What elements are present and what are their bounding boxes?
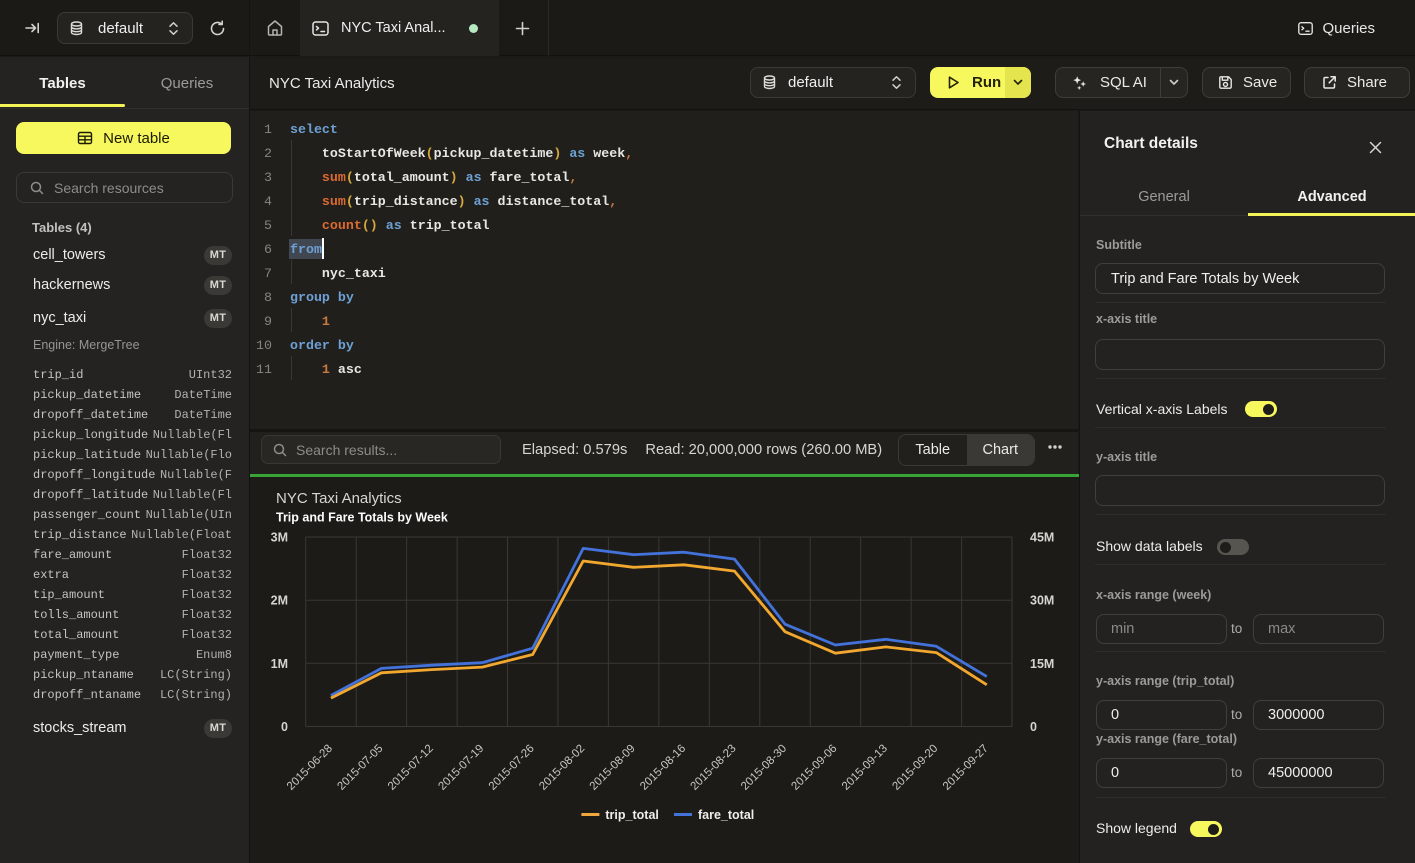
svg-text:2015-07-05: 2015-07-05 <box>335 743 385 793</box>
svg-text:fare_total: fare_total <box>698 808 754 822</box>
svg-text:2M: 2M <box>271 594 288 608</box>
svg-text:3M: 3M <box>271 531 288 545</box>
svg-text:2015-09-27: 2015-09-27 <box>941 743 991 793</box>
svg-text:30M: 30M <box>1030 594 1054 608</box>
svg-text:2015-09-20: 2015-09-20 <box>890 743 940 793</box>
svg-text:NYC Taxi Analytics: NYC Taxi Analytics <box>276 490 402 507</box>
svg-text:0: 0 <box>281 720 288 734</box>
svg-text:Trip and Fare Totals by Week: Trip and Fare Totals by Week <box>276 511 448 525</box>
svg-text:2015-07-12: 2015-07-12 <box>386 743 436 793</box>
svg-text:2015-07-26: 2015-07-26 <box>487 743 537 793</box>
svg-text:2015-08-23: 2015-08-23 <box>689 743 739 793</box>
svg-text:0: 0 <box>1030 720 1037 734</box>
svg-text:1M: 1M <box>271 657 288 671</box>
svg-text:2015-09-13: 2015-09-13 <box>840 743 890 793</box>
svg-text:2015-08-09: 2015-08-09 <box>588 743 638 793</box>
svg-text:trip_total: trip_total <box>605 808 658 822</box>
svg-text:2015-08-30: 2015-08-30 <box>739 743 789 793</box>
svg-text:2015-06-28: 2015-06-28 <box>285 743 335 793</box>
svg-text:2015-08-16: 2015-08-16 <box>638 743 688 793</box>
svg-text:2015-09-06: 2015-09-06 <box>789 743 839 793</box>
svg-text:45M: 45M <box>1030 531 1054 545</box>
svg-text:2015-08-02: 2015-08-02 <box>537 743 587 793</box>
svg-text:2015-07-19: 2015-07-19 <box>436 743 486 793</box>
svg-text:15M: 15M <box>1030 657 1054 671</box>
